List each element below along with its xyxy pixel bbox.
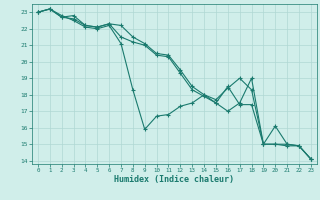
X-axis label: Humidex (Indice chaleur): Humidex (Indice chaleur) <box>115 175 234 184</box>
